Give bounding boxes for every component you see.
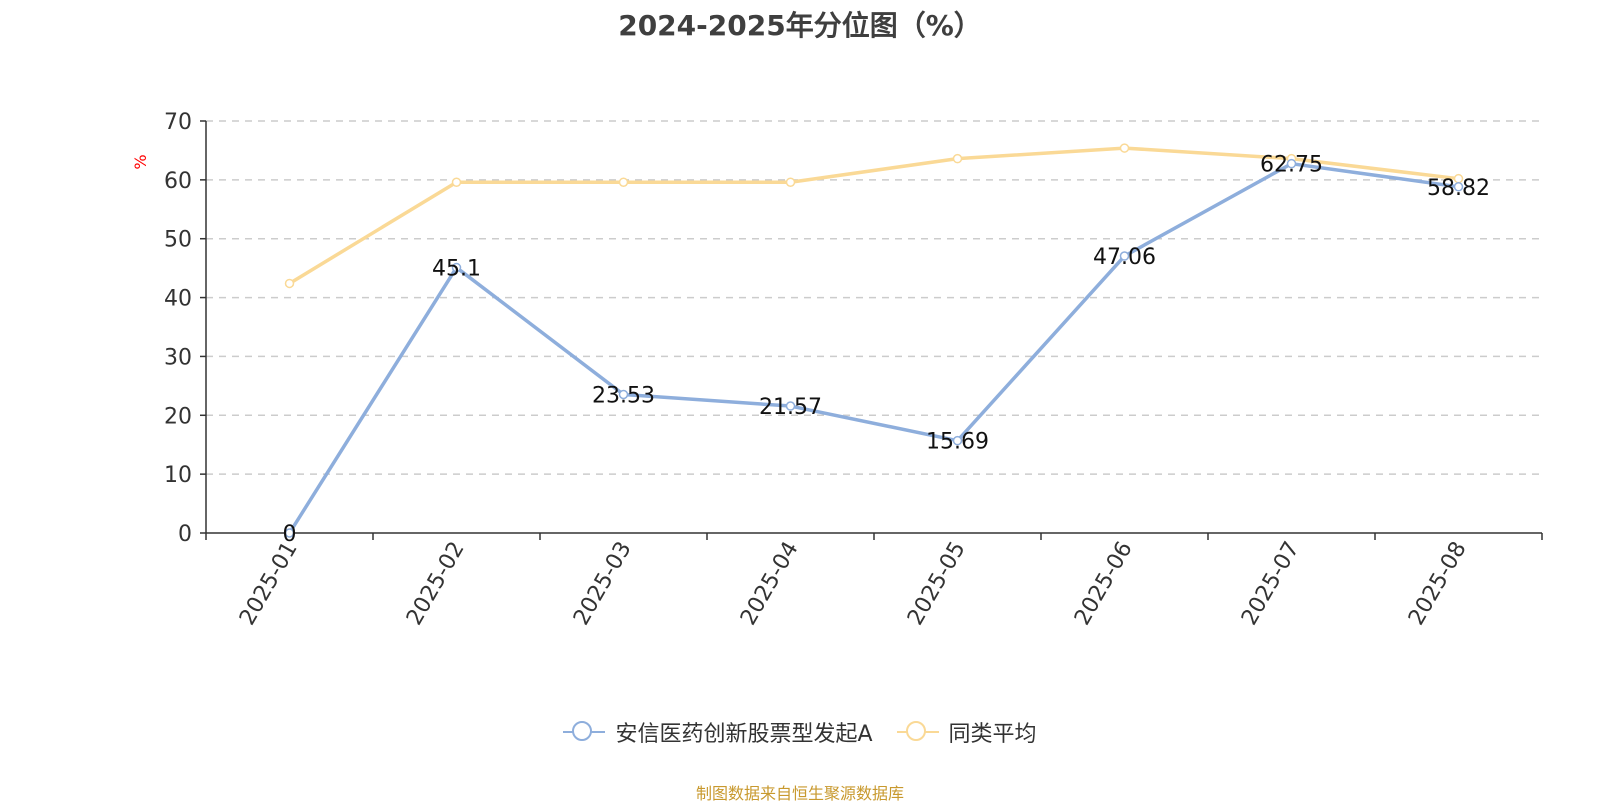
fund-point-2025-08 (1453, 182, 1464, 192)
y-tick-label-30: 30 (164, 345, 192, 370)
average-point-2025-03 (618, 177, 629, 187)
x-tick-label-2025-07: 2025-07 (1237, 538, 1305, 630)
fund-point-2025-07 (1286, 158, 1297, 169)
y-tick-label-60: 60 (164, 169, 192, 194)
y-tick-label-0: 0 (178, 522, 192, 547)
y-tick-label-70: 70 (164, 110, 192, 135)
legend-label-average: 同类平均 (948, 722, 1037, 747)
fund-point-2025-03 (618, 389, 629, 400)
fund-data-label-2025-08: 58.82 (1427, 176, 1490, 201)
fund-data-label-2025-03: 23.53 (592, 384, 655, 409)
legend-item-fund[interactable]: 安信医药创新股票型发起A (563, 716, 873, 748)
fund-point-2025-02 (451, 262, 462, 273)
x-tick-label-2025-02: 2025-02 (402, 538, 470, 630)
x-tick-label-2025-03: 2025-03 (569, 538, 637, 630)
fund-data-label-2025-05: 15.69 (926, 430, 989, 455)
y-tick-label-50: 50 (164, 228, 192, 253)
average-point-2025-06 (1119, 143, 1130, 153)
fund-series-line (288, 161, 1459, 534)
fund-data-label-2025-01: 0 (283, 522, 297, 547)
average-series-line (288, 146, 1459, 285)
legend: 安信医药创新股票型发起A 同类平均 (0, 716, 1600, 748)
y-tick-label-40: 40 (164, 287, 192, 312)
fund-point-2025-05 (952, 435, 963, 446)
y-axis-unit: % (131, 154, 150, 169)
average-point-2025-04 (785, 177, 796, 187)
average-point-2025-05 (952, 153, 963, 164)
x-tick-label-2025-05: 2025-05 (903, 538, 971, 630)
fund-point-2025-04 (785, 401, 796, 411)
x-tick-label-2025-04: 2025-04 (736, 538, 804, 630)
fund-data-label-2025-06: 47.06 (1093, 245, 1156, 270)
average-point-2025-01 (284, 278, 295, 289)
fund-data-label-2025-04: 21.57 (759, 395, 822, 420)
data-source-note: 制图数据来自恒生聚源数据库 (695, 784, 904, 803)
average-point-2025-02 (451, 177, 462, 187)
fund-point-2025-06 (1119, 251, 1130, 261)
fund-data-label-2025-02: 45.1 (432, 257, 481, 282)
x-tick-label-2025-01: 2025-01 (235, 538, 303, 630)
y-tick-label-20: 20 (164, 404, 192, 429)
legend-marker-average-icon (896, 720, 939, 744)
fund-point-2025-01 (284, 528, 295, 538)
chart-title: 2024-2025年分位图（%） (618, 9, 982, 42)
x-tick-label-2025-06: 2025-06 (1070, 538, 1138, 630)
x-tick-label-2025-08: 2025-08 (1404, 538, 1472, 630)
legend-label-fund: 安信医药创新股票型发起A (615, 722, 873, 747)
legend-marker-fund-icon (563, 720, 606, 744)
line-chart: 0 10 20 30 40 50 60 70 2025-01 2025-02 2025-03 202… (131, 110, 1543, 630)
fund-data-label-2025-07: 62.75 (1260, 153, 1323, 178)
y-tick-label-10: 10 (164, 463, 192, 488)
legend-item-average[interactable]: 同类平均 (896, 716, 1037, 748)
